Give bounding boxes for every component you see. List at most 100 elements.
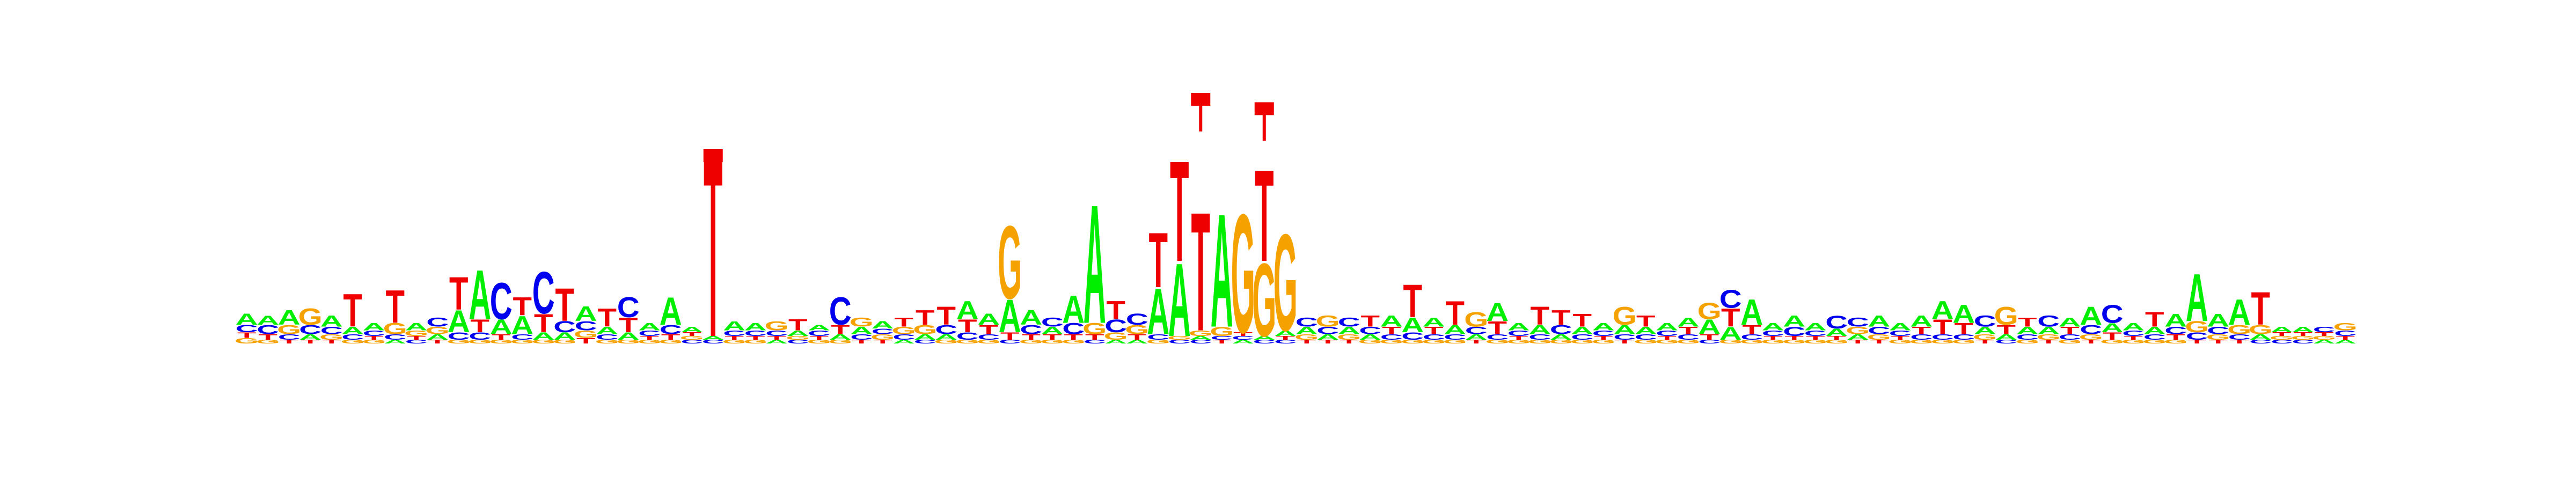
logo-letter-G: G — [2164, 339, 2188, 345]
logo-letter-C: C — [490, 272, 513, 330]
logo-letter-T: T — [1234, 331, 1253, 337]
logo-letter-T: T — [1361, 312, 1380, 330]
logo-letter-A: A — [1465, 333, 1488, 341]
logo-letter-T: T — [1085, 333, 1104, 341]
logo-letter-C: C — [341, 333, 364, 341]
logo-letter-A: A — [299, 333, 321, 341]
logo-letter-G: G — [553, 339, 577, 345]
logo-letter-T: T — [1319, 339, 1337, 345]
logo-letter-A: A — [977, 310, 1000, 328]
logo-letter-C: C — [1020, 323, 1042, 337]
logo-letter-C: C — [1296, 315, 1318, 330]
logo-letter-G: G — [1528, 339, 1552, 345]
logo-letter-A: A — [1296, 325, 1318, 336]
logo-letter-G: G — [1549, 339, 1573, 345]
logo-letter-C: C — [638, 329, 661, 338]
logo-letter-C: C — [1507, 329, 1530, 338]
logo-letter-G: G — [722, 339, 747, 345]
logo-letter-C: C — [787, 339, 809, 345]
logo-letter-G: G — [1613, 302, 1637, 331]
logo-letter-T: T — [1700, 333, 1719, 341]
logo-letter-T: T — [1255, 143, 1274, 289]
logo-letter-A: A — [1952, 300, 1975, 329]
logo-letter-C: C — [2334, 329, 2357, 338]
logo-letter-C: C — [680, 339, 703, 345]
logo-letter-T: T — [1107, 296, 1126, 325]
logo-letter-A: A — [1762, 321, 1784, 333]
logo-letter-A: A — [1804, 321, 1827, 333]
logo-letter-G: G — [2100, 339, 2124, 345]
logo-letter-A: A — [1656, 321, 1678, 333]
logo-letter-T: T — [1382, 325, 1401, 336]
logo-letter-G: G — [2249, 323, 2273, 337]
logo-letter-T: T — [683, 331, 701, 337]
logo-letter-A: A — [426, 333, 449, 341]
logo-letter-G: G — [998, 204, 1022, 321]
logo-letter-A: A — [1062, 287, 1085, 331]
logo-letter-T: T — [1997, 323, 2016, 337]
logo-letter-T: T — [598, 304, 617, 333]
logo-letter-T: T — [301, 339, 320, 345]
logo-letter-C: C — [1910, 333, 1933, 341]
logo-letters: GTCAGTCATCGATACGTGCAGCATGTCAACGTCTGATAGC… — [235, 101, 2358, 392]
logo-letter-G: G — [1655, 339, 1679, 345]
logo-letter-G: G — [1274, 205, 1298, 360]
logo-letter-T: T — [1848, 339, 1867, 345]
logo-letter-A: A — [2101, 321, 2124, 335]
logo-letter-G: G — [574, 328, 598, 340]
logo-letter-G: G — [235, 336, 259, 345]
logo-letter-T: T — [576, 336, 596, 345]
logo-letter-C: C — [914, 339, 936, 345]
logo-letter-T: T — [1170, 131, 1189, 291]
logo-letter-A: A — [1168, 242, 1191, 358]
logo-letter-G: G — [1994, 302, 2018, 331]
logo-letter-G: G — [2185, 318, 2209, 335]
logo-letter-G: G — [341, 339, 365, 345]
logo-letter-A: A — [2059, 315, 2081, 330]
logo-letter-G: G — [362, 339, 386, 345]
logo-letter-A: A — [2143, 325, 2166, 336]
logo-letter-G: G — [807, 339, 831, 345]
logo-letter-G: G — [2058, 339, 2082, 345]
logo-letter-C: C — [2037, 312, 2060, 330]
logo-letter-C: C — [511, 333, 533, 341]
logo-letter-A: A — [2164, 310, 2187, 331]
logo-letter-A: A — [956, 296, 979, 325]
logo-letter-A: A — [511, 311, 533, 340]
logo-letter-G: G — [743, 339, 767, 345]
logo-letter-A: A — [236, 310, 258, 328]
logo-letter-T: T — [1658, 335, 1677, 341]
logo-letter-G: G — [531, 339, 555, 345]
logo-letter-T: T — [1827, 335, 1846, 341]
logo-letter-T: T — [2018, 315, 2037, 330]
logo-letter-T: T — [767, 335, 786, 341]
logo-letter-A: A — [892, 339, 915, 345]
logo-letter-T: T — [1446, 294, 1465, 332]
logo-letter-G: G — [1104, 331, 1128, 342]
logo-letter-A: A — [1084, 170, 1106, 359]
logo-letter-G: G — [1909, 339, 1934, 345]
logo-letter-T: T — [1573, 310, 1592, 331]
logo-letter-C: C — [448, 331, 470, 342]
logo-letter-T: T — [1403, 275, 1422, 327]
logo-letter-C: C — [1041, 315, 1064, 330]
error-bar-cap — [1254, 102, 1274, 115]
logo-letter-T: T — [852, 339, 871, 345]
logo-letter-A: A — [341, 325, 364, 336]
logo-letter-T: T — [704, 101, 722, 392]
logo-letter-T: T — [2103, 331, 2121, 342]
logo-letter-T: T — [555, 279, 574, 331]
logo-letter-A: A — [469, 255, 491, 334]
logo-letter-C: C — [829, 289, 852, 333]
logo-letter-A: A — [1995, 333, 2017, 341]
logo-letter-C: C — [2207, 325, 2229, 336]
logo-letter-A: A — [2186, 260, 2208, 335]
logo-letter-C: C — [596, 333, 618, 341]
logo-letter-G: G — [616, 339, 640, 345]
logo-letter-A: A — [1380, 312, 1403, 330]
logo-letter-C: C — [660, 323, 682, 337]
logo-letter-C: C — [1316, 325, 1339, 336]
logo-letter-T: T — [1276, 335, 1295, 341]
logo-letter-G: G — [1146, 339, 1170, 345]
logo-letter-G: G — [2333, 321, 2358, 333]
